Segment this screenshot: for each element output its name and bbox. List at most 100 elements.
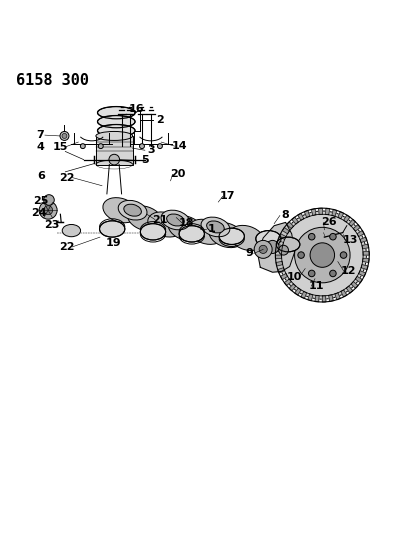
- Polygon shape: [301, 292, 307, 298]
- Circle shape: [157, 144, 162, 149]
- Text: 23: 23: [44, 220, 60, 230]
- Circle shape: [279, 245, 288, 255]
- Polygon shape: [289, 284, 296, 291]
- Polygon shape: [258, 222, 295, 272]
- Circle shape: [266, 240, 279, 254]
- Polygon shape: [319, 208, 322, 214]
- Polygon shape: [353, 224, 360, 231]
- Ellipse shape: [166, 214, 184, 226]
- Polygon shape: [322, 296, 326, 302]
- Polygon shape: [341, 290, 347, 297]
- Ellipse shape: [276, 237, 300, 252]
- Circle shape: [295, 228, 350, 283]
- Circle shape: [39, 201, 57, 219]
- Polygon shape: [359, 271, 366, 277]
- Polygon shape: [344, 215, 350, 222]
- Text: 13: 13: [342, 235, 358, 245]
- Text: 3: 3: [148, 145, 155, 155]
- Ellipse shape: [62, 224, 80, 237]
- Circle shape: [98, 144, 103, 149]
- Text: 15: 15: [53, 142, 68, 152]
- Circle shape: [44, 195, 54, 205]
- Polygon shape: [281, 273, 288, 280]
- Text: 8: 8: [281, 211, 288, 221]
- Text: 6158 300: 6158 300: [16, 72, 89, 88]
- Circle shape: [308, 270, 315, 277]
- Text: 20: 20: [170, 169, 185, 179]
- Text: 5: 5: [141, 156, 149, 165]
- Polygon shape: [278, 268, 285, 273]
- Polygon shape: [363, 259, 369, 262]
- Circle shape: [278, 211, 366, 299]
- Polygon shape: [275, 255, 282, 259]
- Polygon shape: [295, 288, 301, 295]
- Text: 24: 24: [31, 208, 47, 217]
- Bar: [96, 136, 133, 165]
- Text: 14: 14: [172, 141, 187, 151]
- Text: 1: 1: [208, 224, 215, 234]
- Text: 26: 26: [321, 217, 336, 228]
- Circle shape: [140, 144, 144, 149]
- Ellipse shape: [118, 200, 147, 220]
- Polygon shape: [360, 237, 367, 243]
- Ellipse shape: [179, 225, 204, 242]
- Ellipse shape: [103, 198, 138, 223]
- Text: 25: 25: [33, 196, 49, 206]
- Circle shape: [254, 240, 272, 259]
- Polygon shape: [282, 228, 289, 234]
- Circle shape: [62, 133, 67, 139]
- Circle shape: [330, 233, 336, 240]
- Ellipse shape: [229, 225, 264, 251]
- Ellipse shape: [98, 107, 135, 119]
- Polygon shape: [284, 279, 291, 286]
- Text: 2: 2: [156, 116, 164, 125]
- Text: 7: 7: [36, 130, 44, 140]
- Ellipse shape: [168, 216, 203, 241]
- Text: 12: 12: [341, 266, 357, 277]
- Polygon shape: [329, 295, 333, 302]
- Text: 9: 9: [245, 248, 253, 259]
- Ellipse shape: [127, 206, 162, 231]
- Polygon shape: [363, 252, 369, 255]
- Text: 19: 19: [106, 238, 121, 248]
- Polygon shape: [357, 231, 364, 237]
- Text: 18: 18: [179, 218, 195, 228]
- Ellipse shape: [96, 132, 133, 140]
- Circle shape: [340, 252, 347, 259]
- Polygon shape: [351, 281, 358, 288]
- Polygon shape: [315, 295, 319, 302]
- Text: 22: 22: [60, 173, 75, 183]
- Polygon shape: [311, 209, 316, 215]
- Polygon shape: [287, 222, 293, 229]
- Ellipse shape: [148, 212, 183, 237]
- Circle shape: [310, 243, 335, 268]
- Ellipse shape: [256, 231, 281, 247]
- Polygon shape: [292, 217, 298, 224]
- Polygon shape: [279, 234, 286, 239]
- Ellipse shape: [98, 116, 135, 128]
- Text: 22: 22: [60, 242, 75, 252]
- Text: 4: 4: [37, 142, 45, 152]
- Ellipse shape: [124, 204, 142, 216]
- Ellipse shape: [206, 221, 224, 233]
- Polygon shape: [298, 213, 304, 220]
- Circle shape: [259, 245, 267, 254]
- Circle shape: [298, 252, 304, 259]
- Text: 21: 21: [152, 215, 168, 224]
- Ellipse shape: [100, 221, 125, 237]
- Polygon shape: [346, 286, 353, 293]
- Circle shape: [60, 132, 69, 140]
- Circle shape: [44, 206, 53, 215]
- Text: 10: 10: [287, 272, 302, 282]
- Polygon shape: [335, 293, 340, 300]
- Ellipse shape: [98, 125, 135, 137]
- Polygon shape: [362, 244, 369, 249]
- Polygon shape: [277, 240, 284, 246]
- Circle shape: [80, 144, 85, 149]
- Ellipse shape: [201, 217, 230, 237]
- Polygon shape: [338, 212, 344, 219]
- Ellipse shape: [188, 219, 224, 244]
- Polygon shape: [275, 248, 282, 252]
- Ellipse shape: [209, 223, 244, 248]
- Ellipse shape: [161, 210, 190, 230]
